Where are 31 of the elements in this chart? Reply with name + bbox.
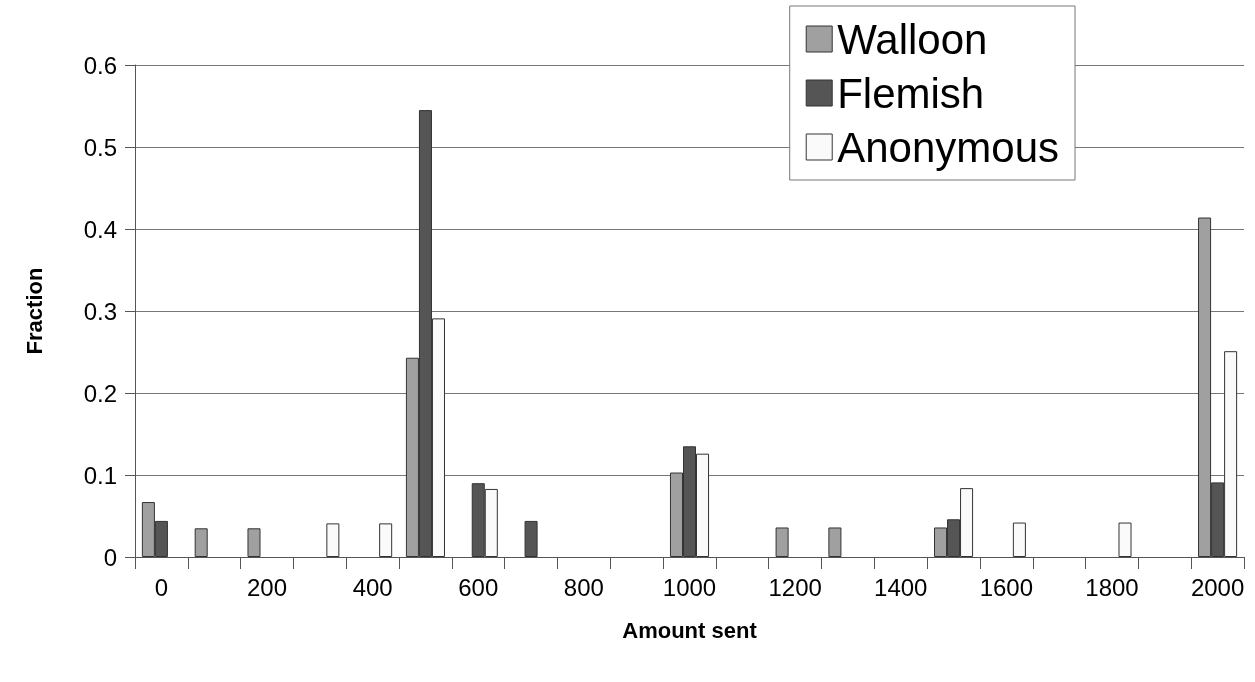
x-tick-label: 1000 xyxy=(662,573,717,601)
x-tick-label: 600 xyxy=(458,573,499,601)
x-tick-label: 1800 xyxy=(1085,573,1139,601)
y-tick-label: 0.5 xyxy=(83,133,117,161)
x-tick-label: 2000 xyxy=(1190,573,1245,601)
bar xyxy=(1012,522,1026,557)
legend-label: Anonymous xyxy=(837,123,1059,171)
x-tick-label: 0 xyxy=(154,573,169,601)
y-tick-label: 0.3 xyxy=(83,297,117,325)
bar xyxy=(828,527,842,557)
x-tick-label: 200 xyxy=(247,573,288,601)
bar xyxy=(775,527,789,557)
bar xyxy=(326,523,340,557)
y-tick-label: 0.6 xyxy=(83,51,117,79)
legend-label: Flemish xyxy=(837,69,985,117)
y-tick-label: 0.1 xyxy=(83,461,117,489)
y-axis-title: Fraction xyxy=(21,267,47,355)
x-tick-label: 1400 xyxy=(874,573,928,601)
legend-label: Walloon xyxy=(837,15,988,63)
y-tick-label: 0.2 xyxy=(83,379,117,407)
x-axis-title: Amount sent xyxy=(622,617,758,643)
bar xyxy=(1118,522,1132,557)
x-tick-label: 400 xyxy=(352,573,393,601)
bar xyxy=(194,528,208,557)
y-tick-label: 0 xyxy=(103,543,117,571)
y-tick-label: 0.4 xyxy=(83,215,117,243)
bar xyxy=(247,528,261,557)
x-tick-label: 800 xyxy=(563,573,604,601)
bar xyxy=(379,523,393,557)
x-tick-label: 1200 xyxy=(768,573,822,601)
x-tick-label: 1600 xyxy=(979,573,1034,601)
